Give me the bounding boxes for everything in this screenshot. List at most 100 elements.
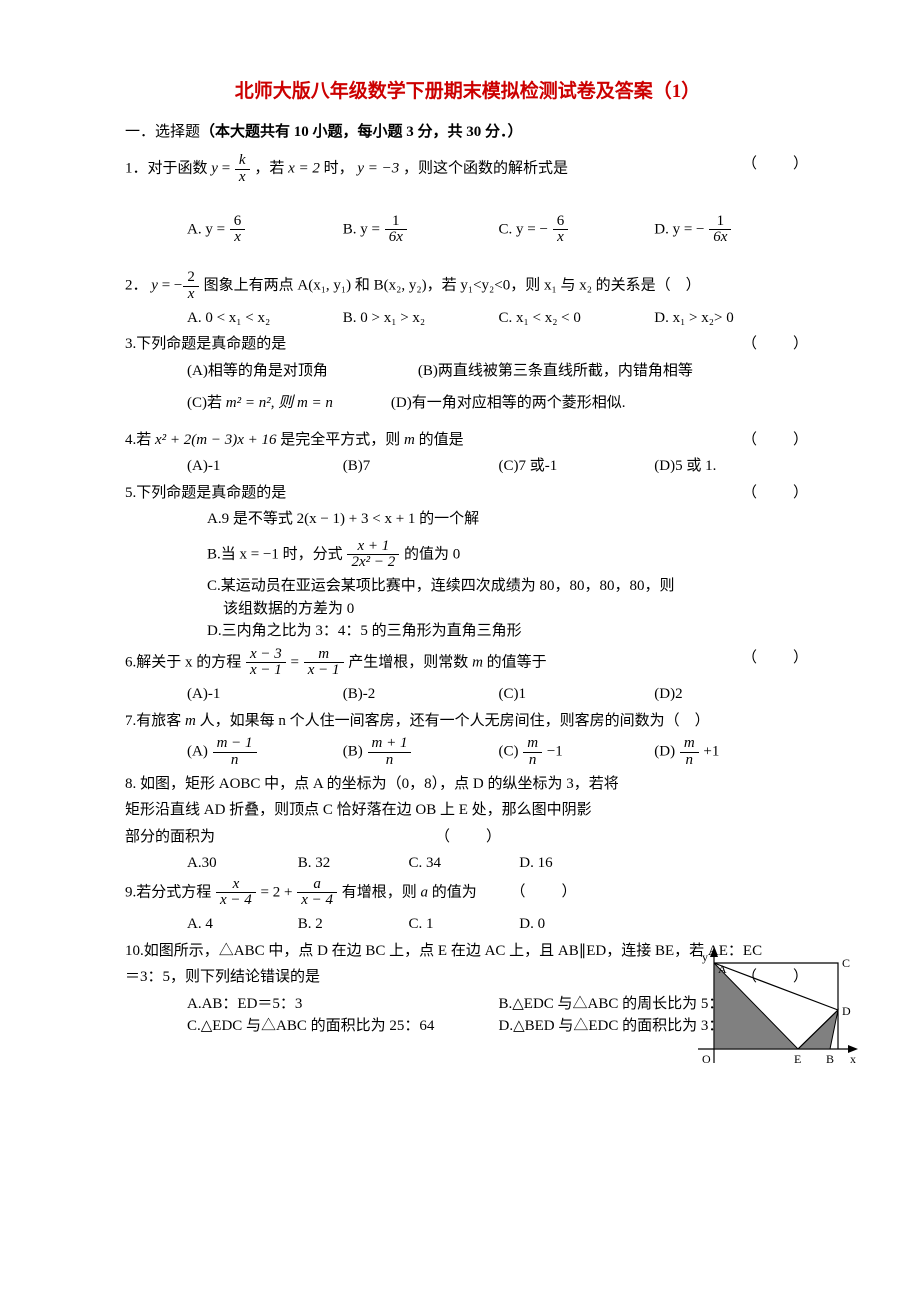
- q6: 6.解关于 x 的方程 x − 3x − 1 = mx − 1 产生增根，则常数…: [125, 647, 810, 680]
- q6-B: (B)-2: [343, 683, 499, 706]
- q8-B: B. 32: [298, 852, 409, 875]
- q5-stem: 5.下列命题是真命题的是: [125, 485, 286, 501]
- q9-A: A. 4: [187, 913, 298, 936]
- q7-C: (C) mn −1: [499, 736, 655, 769]
- q2-B: B. 0 > x₁ > x₂: [343, 307, 499, 330]
- q9-a: 9.若分式方程: [125, 884, 215, 900]
- q4-m: m: [404, 432, 415, 448]
- section-detail: （本大题共有 10 小题，每小题 3 分，共 30 分．）: [200, 124, 523, 140]
- q9-options: A. 4 B. 2 C. 1 D. 0: [125, 913, 810, 936]
- q5: 5.下列命题是真命题的是 （ ）: [125, 482, 810, 505]
- q5-B: B.当 x = −1 时，分式 x + 12x² − 2 的值为 0: [125, 539, 810, 572]
- q4-c: 的值是: [415, 432, 464, 448]
- q6-options: (A)-1 (B)-2 (C)1 (D)2: [125, 683, 810, 706]
- q2-C: C. x₁ < x₂ < 0: [499, 307, 655, 330]
- exam-page: 北师大版八年级数学下册期末模拟检测试卷及答案（1） 一．选择题（本大题共有 10…: [0, 0, 920, 1302]
- q6-b: 产生增根，则常数: [348, 654, 472, 670]
- q2-D: D. x₁ > x₂> 0: [654, 307, 810, 330]
- q4-A: (A)-1: [187, 455, 343, 478]
- q3-C: (C)若 m² = n², 则 m = n: [187, 392, 333, 415]
- q8-l2: 矩形沿直线 AD 折叠，则顶点 C 恰好落在边 OB 上 E 处，那么图中阴影: [125, 799, 810, 822]
- section-heading: 一．选择题（本大题共有 10 小题，每小题 3 分，共 30 分．）: [125, 121, 810, 144]
- q8-options: A.30 B. 32 C. 34 D. 16: [125, 852, 810, 875]
- q3-row1: (A)相等的角是对顶角 (B)两直线被第三条直线所截，内错角相等: [125, 360, 810, 383]
- svg-text:y: y: [702, 950, 708, 964]
- q6-paren: （ ）: [742, 647, 810, 670]
- q1-options: A. y = 6x B. y = 16x C. y = − 6x D. y = …: [125, 214, 810, 247]
- q1-paren: （ ）: [742, 153, 810, 176]
- q7-A: (A) m − 1n: [187, 736, 343, 769]
- q5-C-a: C.某运动员在亚运会某项比赛中，连续四次成绩为 80，80，80，80，则: [207, 575, 810, 598]
- q5-D: D.三内角之比为 3：4：5 的三角形为直角三角形: [125, 620, 810, 643]
- q4-paren: （ ）: [742, 429, 810, 452]
- svg-text:x: x: [850, 1052, 856, 1066]
- q1-yeq: y = −3: [357, 161, 399, 177]
- svg-text:A: A: [718, 962, 727, 976]
- q5-C-b: 该组数据的方差为 0: [207, 598, 810, 621]
- q3-row2: (C)若 m² = n², 则 m = n (D)有一角对应相等的两个菱形相似.: [125, 392, 810, 415]
- q4-C: (C)7 或-1: [499, 455, 655, 478]
- q2-num: 2: [183, 270, 199, 286]
- q7-options: (A) m − 1n (B) m + 1n (C) mn −1 (D) mn +…: [125, 736, 810, 769]
- q1-frac-den: x: [235, 169, 250, 186]
- q7-D: (D) mn +1: [654, 736, 810, 769]
- q1: 1．对于函数 y = kx ，若 x = 2 时， y = −3 ，则这个函数的…: [125, 153, 810, 186]
- q4-options: (A)-1 (B)7 (C)7 或-1 (D)5 或 1.: [125, 455, 810, 478]
- q8-diagram: y A C D O E B x: [690, 945, 860, 1075]
- q8-l3: 部分的面积为（ ）: [125, 826, 810, 849]
- q10-C: C.△EDC 与△ABC 的面积比为 25：64: [187, 1015, 499, 1038]
- q6-A: (A)-1: [187, 683, 343, 706]
- svg-text:O: O: [702, 1052, 711, 1066]
- q1-stem-c: 时，: [324, 161, 354, 177]
- svg-text:E: E: [794, 1052, 801, 1066]
- q2-stem-b: 图象上有两点 A(x₁, y₁) 和 B(x₂, y₂)，若 y₁<y₂<0，则…: [204, 278, 701, 294]
- q4-expr: x² + 2(m − 3)x + 16: [155, 432, 277, 448]
- q7-B: (B) m + 1n: [343, 736, 499, 769]
- q3-paren: （ ）: [742, 333, 810, 356]
- q8-C: C. 34: [409, 852, 520, 875]
- q1-B: B. y = 16x: [343, 214, 499, 247]
- svg-text:C: C: [842, 956, 850, 970]
- q1-stem-b: ，若: [254, 161, 288, 177]
- q5-A: A.9 是不等式 2(x − 1) + 3 < x + 1 的一个解: [125, 508, 810, 531]
- q8-paren: （ ）: [435, 829, 503, 845]
- page-title: 北师大版八年级数学下册期末模拟检测试卷及答案（1）: [125, 78, 810, 107]
- q5-C: C.某运动员在亚运会某项比赛中，连续四次成绩为 80，80，80，80，则 该组…: [125, 575, 810, 620]
- q2-options: A. 0 < x₁ < x₂ B. 0 > x₁ > x₂ C. x₁ < x₂…: [125, 307, 810, 330]
- q3: 3.下列命题是真命题的是 （ ）: [125, 333, 810, 356]
- q3-stem: 3.下列命题是真命题的是: [125, 336, 286, 352]
- svg-text:D: D: [842, 1004, 851, 1018]
- q6-C: (C)1: [499, 683, 655, 706]
- q4-D: (D)5 或 1.: [654, 455, 810, 478]
- q1-stem-d: ，则这个函数的解析式是: [403, 161, 568, 177]
- q1-xeq: x = 2: [288, 161, 320, 177]
- q9-D: D. 0: [519, 913, 630, 936]
- q9-B: B. 2: [298, 913, 409, 936]
- q1-stem-a: 1．对于函数: [125, 161, 211, 177]
- q10-A: A.AB：ED＝5：3: [187, 993, 499, 1016]
- q2-stem-a: 2．: [125, 278, 148, 294]
- q4-B: (B)7: [343, 455, 499, 478]
- q8-A: A.30: [187, 852, 298, 875]
- svg-text:B: B: [826, 1052, 834, 1066]
- section-prefix: 一．选择题: [125, 124, 200, 140]
- q4: 4.若 x² + 2(m − 3)x + 16 是完全平方式，则 m 的值是 （…: [125, 429, 810, 452]
- q4-b: 是完全平方式，则: [277, 432, 405, 448]
- q2-A: A. 0 < x₁ < x₂: [187, 307, 343, 330]
- q1-A: A. y = 6x: [187, 214, 343, 247]
- q9-paren: （ ）: [511, 884, 579, 900]
- q9-C: C. 1: [409, 913, 520, 936]
- q7-a: 7.有旅客: [125, 713, 185, 729]
- q7: 7.有旅客 m 人，如果每 n 个人住一间客房，还有一个人无房间住，则客房的间数…: [125, 710, 810, 733]
- q3-A: (A)相等的角是对顶角: [187, 360, 328, 383]
- q4-a: 4.若: [125, 432, 155, 448]
- q1-C: C. y = − 6x: [499, 214, 655, 247]
- q2-den: x: [183, 286, 199, 303]
- q6-a: 6.解关于 x 的方程: [125, 654, 245, 670]
- q8-l1: 8. 如图，矩形 AOBC 中，点 A 的坐标为（0，8），点 D 的纵坐标为 …: [125, 773, 810, 796]
- q6-D: (D)2: [654, 683, 810, 706]
- q1-frac-num: k: [235, 153, 250, 169]
- q8-D: D. 16: [519, 852, 630, 875]
- q7-b: 人，如果每 n 个人住一间客房，还有一个人无房间住，则客房的间数为（ ）: [196, 713, 710, 729]
- q9: 9.若分式方程 xx − 4 = 2 + ax − 4 有增根，则 a 的值为 …: [125, 877, 810, 910]
